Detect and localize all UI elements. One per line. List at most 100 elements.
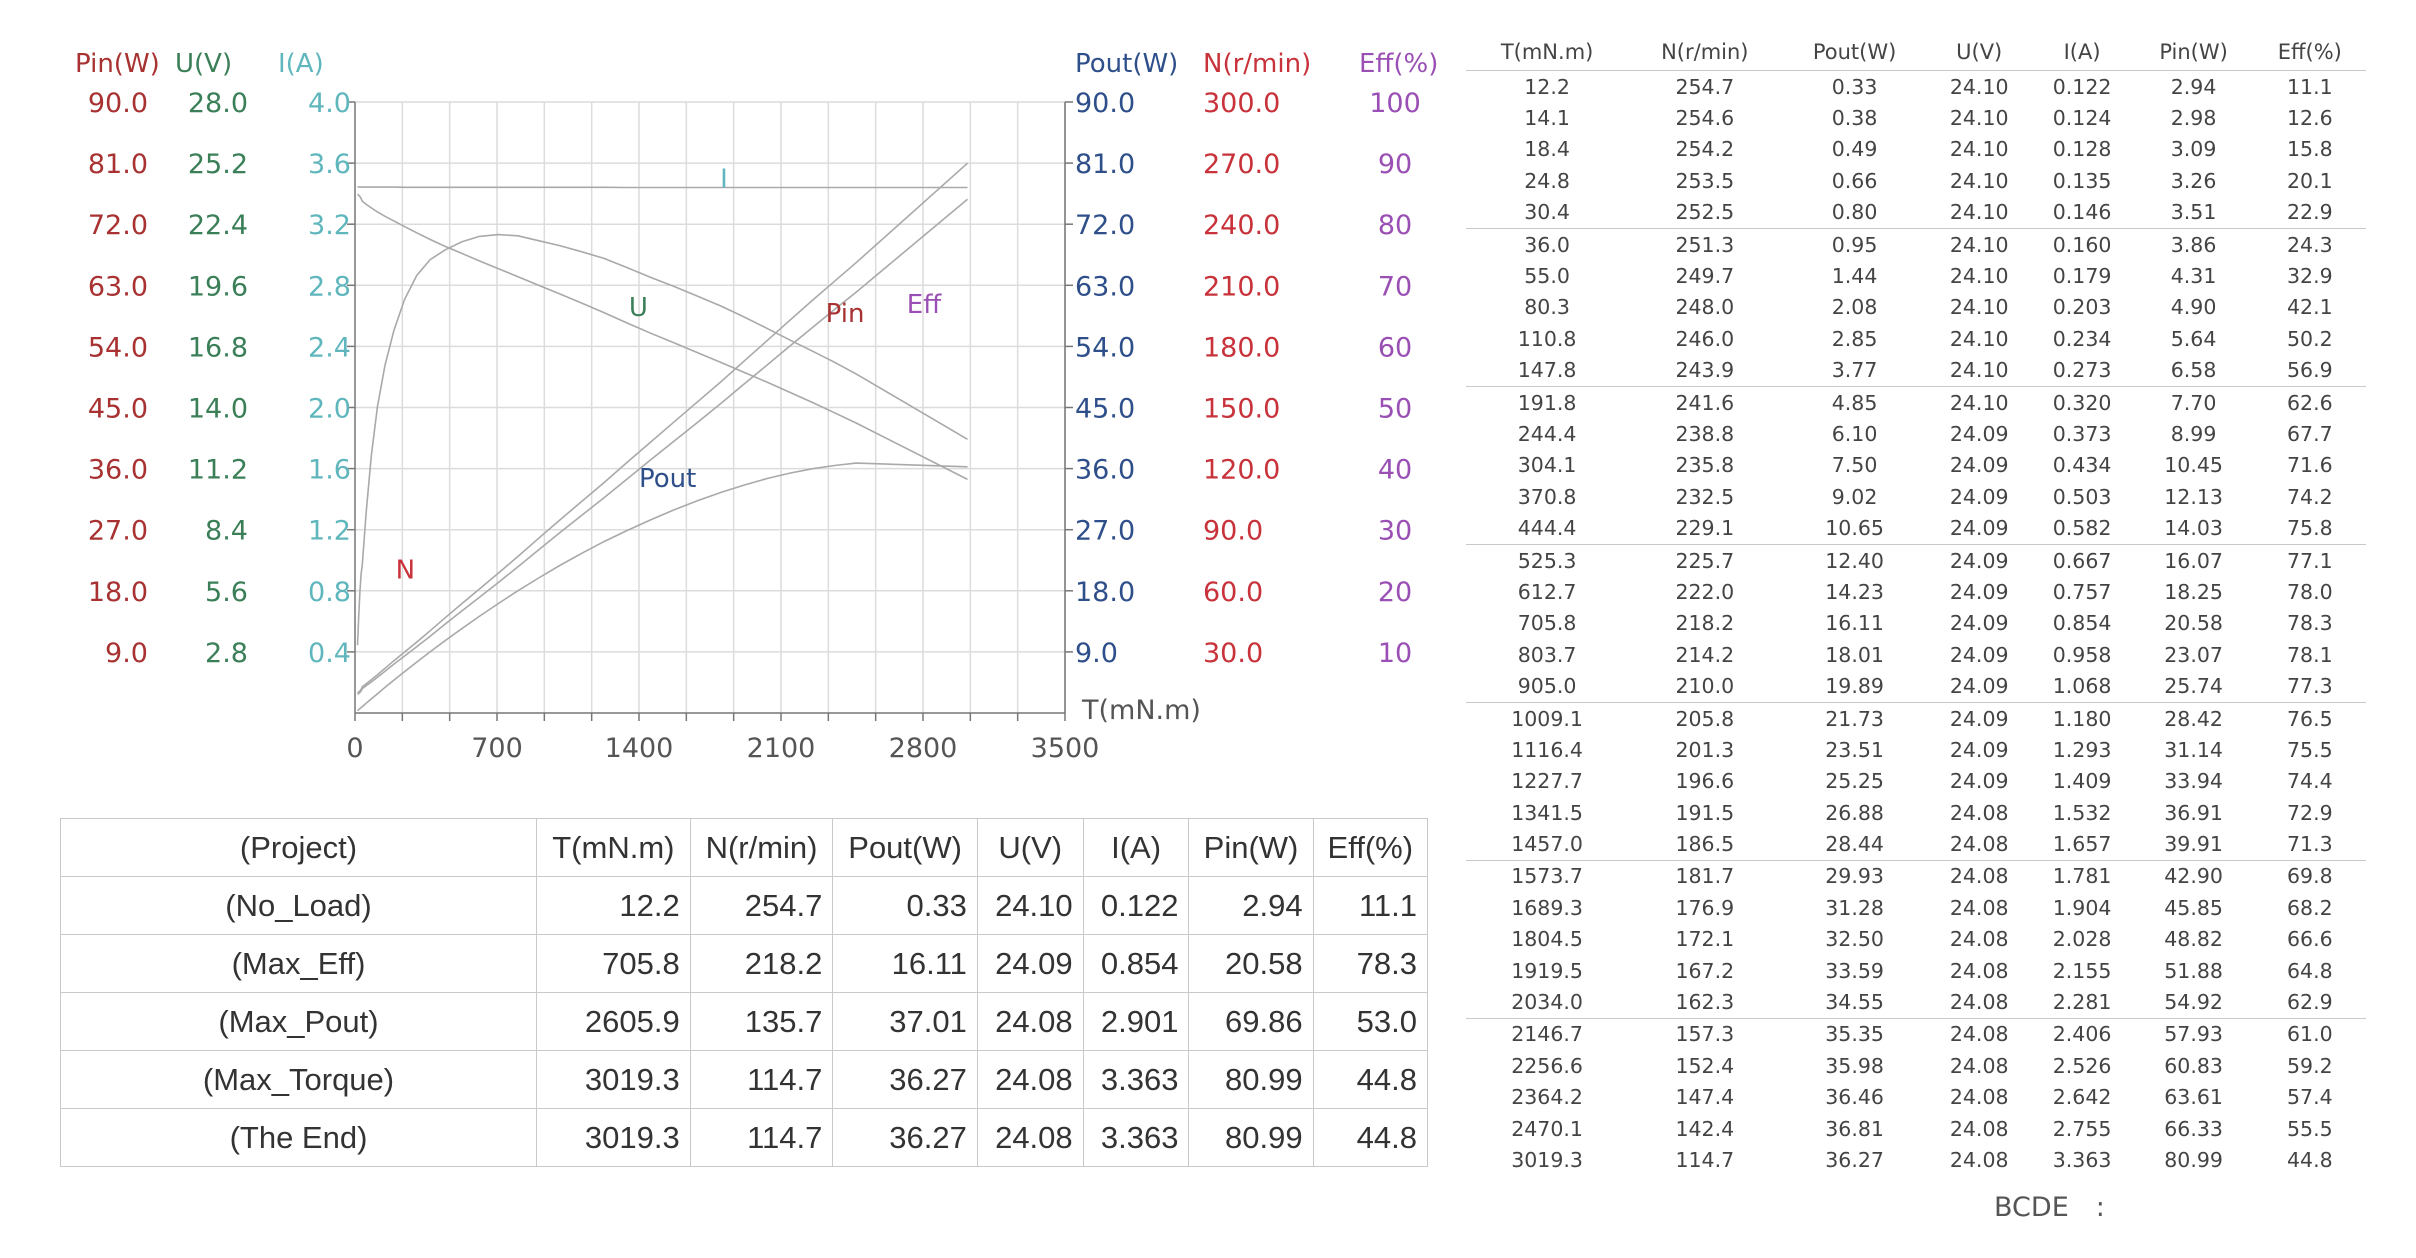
data-points-row: 370.8 232.5 9.02 24.09 0.503 12.13 74.2 [1466,481,2366,512]
data-points-row: 905.0 210.0 19.89 24.09 1.068 25.74 77.3 [1466,670,2366,702]
data-points-cell: 7.50 [1831,453,1878,478]
data-points-cell: 2256.6 [1511,1053,1583,1078]
data-points-cell: 3.09 [2170,137,2217,162]
data-points-cell: 31.14 [2164,737,2223,762]
data-points-cell: 12.13 [2164,484,2223,509]
summary-cell: 78.3 [1312,934,1429,993]
summary-cell: (Max_Pout) [60,992,537,1051]
data-points-row: 705.8 218.2 16.11 24.09 0.854 20.58 78.3 [1466,608,2366,639]
data-points-cell: 1573.7 [1466,859,1629,893]
data-points-cell: 75.8 [2286,516,2333,541]
series-pout-line [356,462,968,712]
data-points-cell: 18.4 [1524,137,1570,162]
summary-table: (Project) T(mN.m) N(r/min) Pout(W) U(V) I(A) P… [60,818,1429,1167]
data-points-cell: 196.6 [1675,769,1735,794]
data-points-cell: 2.85 [1831,326,1878,351]
axis-title-eff: Eff(%) [1359,49,1438,79]
data-points-header-row: T(mN.m) N(r/min) Pout(W) U(V) I(A) Pin(W) Eff(… [1466,34,2366,71]
data-points-cell: 254.6 [1675,106,1735,131]
data-points-cell: 24.08 [1949,927,2009,952]
data-points-cell: 214.2 [1675,642,1735,667]
tick-label-nrmin: 180.0 [1203,332,1280,363]
summary-cell: 3.363 [1082,1108,1190,1167]
data-points-cell: 20.58 [2164,611,2223,636]
data-points-cell: 4.90 [2170,295,2217,320]
data-points-row: 1341.5 191.5 26.88 24.08 1.532 36.91 72.9 [1466,797,2366,828]
data-points-cell: 3.77 [1831,358,1878,383]
data-points-row: 30.4 252.5 0.80 24.10 0.146 3.51 22.9 [1466,197,2366,229]
data-points-cell: 24.09 [1949,453,2009,478]
data-points-cell: 24.10 [1927,385,2031,419]
data-points-cell: 23.07 [2164,642,2223,667]
tick-label-eff: 10 [1378,638,1412,669]
x-tick-label: 2100 [747,733,816,764]
data-points-cell: 0.582 [2052,516,2112,541]
summary-header-cell: Pout(W) [832,818,978,877]
summary-header-cell: I(A) [1082,818,1190,877]
data-points-cell: 253.5 [1675,168,1735,193]
data-points-cell: 24.10 [1949,168,2009,193]
tick-label-uv: 25.2 [188,149,248,180]
data-points-cell: 0.373 [2052,421,2112,446]
x-tick-label: 0 [346,733,363,764]
data-points-cell: 23.51 [1825,737,1884,762]
tick-label-poutw: 36.0 [1075,455,1135,486]
data-points-cell: 1804.5 [1511,927,1583,952]
data-points-cell: 33.94 [2164,769,2223,794]
series-pin-label: Pin [826,299,865,329]
tick-label-eff: 40 [1378,455,1412,486]
data-points-cell: 2.155 [2052,958,2112,983]
data-points-cell: 705.8 [1517,611,1577,636]
data-points-cell: 25.25 [1825,769,1884,794]
data-points-cell: 1689.3 [1511,895,1583,920]
data-points-cell: 612.7 [1517,579,1577,604]
data-points-cell: 62.6 [2253,385,2366,419]
data-points-cell: 1116.4 [1511,737,1583,762]
data-points-cell: 24.08 [1927,859,2031,893]
data-points-cell: 218.2 [1675,611,1735,636]
data-points-cell: 201.3 [1675,737,1735,762]
data-points-cell: 3019.3 [1511,1147,1583,1172]
data-points-cell: 147.4 [1675,1085,1735,1110]
summary-row: (Max_Torque) 3019.3 114.7 36.27 24.08 3.363 80… [60,1050,1429,1109]
data-points-cell: 181.7 [1628,859,1782,893]
data-points-cell: 39.91 [2164,832,2223,857]
data-points-cell: 0.128 [2052,137,2112,162]
series-pin-line [357,162,969,694]
tick-label-poutw: 9.0 [1075,638,1118,669]
data-points-cell: 74.2 [2286,484,2333,509]
data-points-cell: 24.08 [1949,1053,2009,1078]
data-points-cell: 33.59 [1825,958,1884,983]
data-points-row: 18.4 254.2 0.49 24.10 0.128 3.09 15.8 [1466,134,2366,165]
tick-label-nrmin: 30.0 [1203,638,1263,669]
data-points-cell: 76.5 [2253,701,2366,735]
data-points-cell: 51.88 [2164,958,2223,983]
data-points-cell: 0.33 [1831,74,1878,99]
summary-header-cell: N(r/min) [689,818,834,877]
data-points-cell: 75.5 [2286,737,2333,762]
data-points-cell: 10.65 [1825,516,1884,541]
data-points-cell: 24.10 [1949,295,2009,320]
data-points-header-cell: U(V) [1927,34,2031,71]
data-points-cell: 42.90 [2133,859,2254,893]
tick-label-ia: 2.0 [308,394,351,425]
data-points-cell: 24.08 [1949,895,2009,920]
tick-label-ia: 2.4 [308,332,351,363]
summary-cell: 24.08 [976,992,1084,1051]
data-points-cell: 2034.0 [1511,990,1583,1015]
tick-label-ia: 4.0 [308,88,351,119]
axis-title-uv: U(V) [175,49,232,79]
data-points-table: T(mN.m) N(r/min) Pout(W) U(V) I(A) Pin(W) Eff(… [1466,34,2366,1176]
data-points-cell: 225.7 [1628,543,1782,577]
tick-label-nrmin: 60.0 [1203,577,1263,608]
data-points-cell: 36.27 [1825,1147,1884,1172]
data-points-cell: 35.35 [1781,1017,1928,1051]
data-points-cell: 238.8 [1675,421,1735,446]
data-points-cell: 45.85 [2164,895,2223,920]
data-points-row: 1227.7 196.6 25.25 24.09 1.409 33.94 74.4 [1466,766,2366,797]
data-points-cell: 64.8 [2286,958,2333,983]
data-points-cell: 167.2 [1675,958,1735,983]
tick-label-eff: 80 [1378,210,1412,241]
data-points-cell: 205.8 [1628,701,1782,735]
data-points-cell: 7.70 [2133,385,2254,419]
